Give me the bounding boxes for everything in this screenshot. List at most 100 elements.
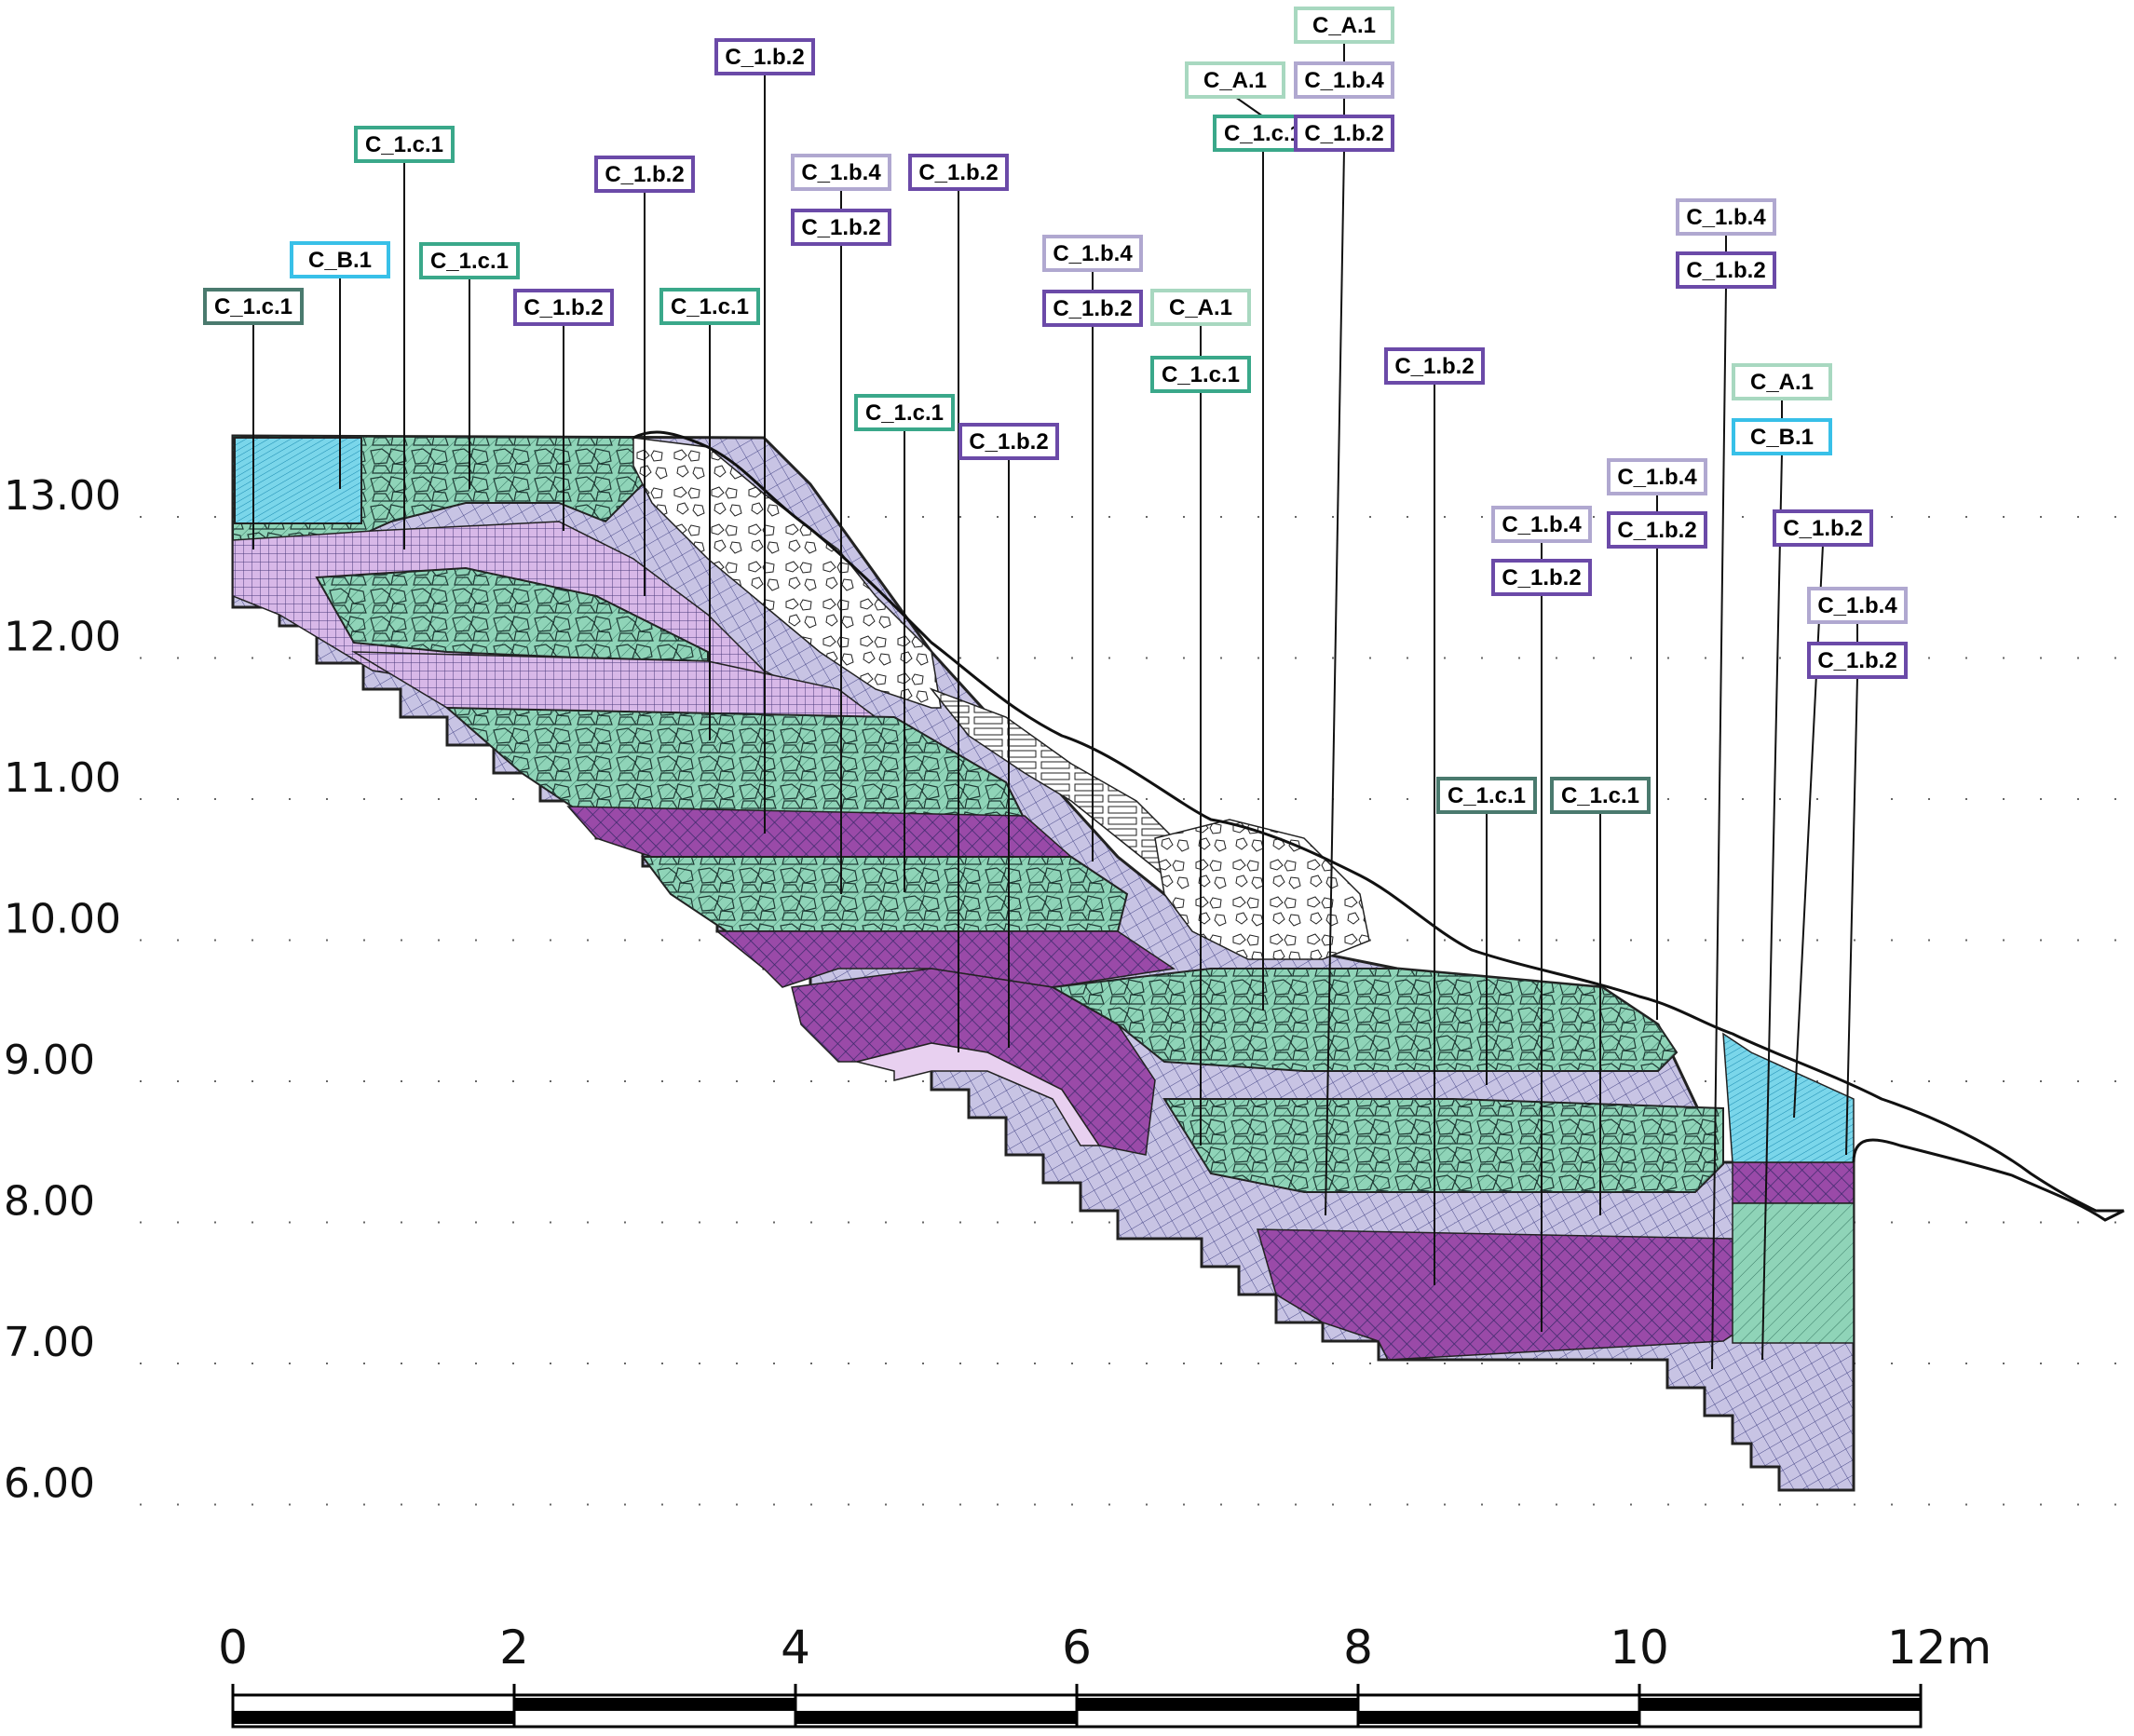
leader-lines <box>252 42 1858 1370</box>
scale-segment-bottom <box>233 1711 514 1724</box>
unit-tag: C_A.1 <box>1732 363 1832 400</box>
scale-label: 6 <box>1062 1621 1092 1675</box>
unit-tag: C_1.b.2 <box>1042 290 1143 327</box>
unit-tag: C_1.b.2 <box>958 423 1059 460</box>
unit-tag-box <box>1676 198 1776 236</box>
unit-tag-label: C_1.c.1 <box>430 249 509 274</box>
unit-tag-box <box>1150 356 1251 393</box>
unit-tag-label: C_1.c.1 <box>671 294 749 319</box>
unit-tag: C_1.b.2 <box>1676 251 1776 289</box>
unit-tag: C_1.b.2 <box>594 156 695 193</box>
unit-tag-label: C_1.b.4 <box>1617 465 1697 490</box>
scale-segment-bottom <box>795 1711 1077 1724</box>
unit-tag-label: C_1.b.4 <box>1817 593 1897 618</box>
unit-tag-label: C_A.1 <box>1203 68 1267 93</box>
unit-tag-label: C_1.b.2 <box>1502 565 1581 590</box>
unit-tag-label: C_1.b.2 <box>801 215 880 240</box>
ground-surface-line <box>632 430 2125 1222</box>
unit-tag-box <box>1607 511 1707 549</box>
unit-tag: C_1.b.2 <box>908 154 1009 191</box>
unit-tag: C_1.c.1 <box>1436 777 1537 814</box>
tag-leader-line <box>1845 676 1858 1156</box>
unit-tag-label: C_1.b.2 <box>1617 518 1696 543</box>
layer-green-4-cobble <box>643 857 1127 931</box>
unit-tag-label: C_1.b.2 <box>1304 121 1383 146</box>
unit-tag-box <box>1807 642 1908 679</box>
layer-green-right <box>1732 1202 1855 1344</box>
scale-segment-bottom <box>1358 1711 1639 1724</box>
unit-tag-box <box>203 288 304 325</box>
tag-leader-line <box>1711 286 1727 1370</box>
unit-tag-box <box>1294 7 1394 44</box>
unit-tag-label: C_1.b.4 <box>1686 205 1766 230</box>
scale-label: 4 <box>781 1621 810 1675</box>
elevation-label: 11.00 <box>4 754 121 802</box>
elevation-label: 9.00 <box>4 1037 95 1084</box>
unit-tag-box <box>714 38 815 75</box>
unit-tag-box <box>1491 559 1592 596</box>
unit-tag-box <box>1732 418 1832 455</box>
unit-tag-label: C_1.b.4 <box>801 160 881 185</box>
unit-tag-label: C_1.b.2 <box>605 162 684 187</box>
elevation-label: 12.00 <box>4 614 121 661</box>
unit-tag-label: C_1.c.1 <box>865 400 944 426</box>
layer-purple-light-arch <box>856 1042 1101 1146</box>
scale-label: 10 <box>1610 1621 1669 1675</box>
unit-tag-box <box>908 154 1009 191</box>
unit-tag-box <box>1773 509 1873 547</box>
unit-tag-box <box>513 289 614 326</box>
unit-tag: C_1.c.1 <box>354 126 455 163</box>
unit-tag: C_1.c.1 <box>1550 777 1651 814</box>
unit-tag-label: C_1.b.2 <box>918 160 998 185</box>
unit-tag: C_1.b.2 <box>1607 511 1707 549</box>
scale-label: 12m <box>1887 1621 1991 1675</box>
unit-tag: C_A.1 <box>1150 289 1251 326</box>
unit-tag: C_1.c.1 <box>203 288 304 325</box>
unit-tag-box <box>659 288 760 325</box>
unit-tag: C_1.b.4 <box>1042 235 1143 272</box>
unit-tag-label: C_B.1 <box>308 248 372 273</box>
scale-segment-top <box>1358 1698 1639 1711</box>
unit-tag-box <box>1294 115 1394 152</box>
unit-tag-box <box>1294 61 1394 99</box>
layer-green-5-cobble <box>1053 969 1677 1071</box>
tag-connector <box>1234 96 1264 117</box>
unit-tag-label: C_1.c.1 <box>1224 121 1302 146</box>
unit-tag: C_1.b.2 <box>1294 115 1394 152</box>
scale-segment-bottom <box>514 1711 795 1724</box>
unit-tag-box <box>1384 347 1485 385</box>
unit-tag-label: C_1.c.1 <box>214 294 292 319</box>
unit-tag: C_B.1 <box>1732 418 1832 455</box>
layer-purple-grid-2 <box>351 651 878 718</box>
unit-tag-box <box>791 154 891 191</box>
unit-tag: C_1.b.2 <box>791 209 891 246</box>
scale-segment-top <box>1639 1698 1921 1711</box>
unit-tag-box <box>1807 587 1908 624</box>
unit-tag-box <box>354 126 455 163</box>
scale-label: 2 <box>499 1621 529 1675</box>
unit-tag: C_A.1 <box>1294 7 1394 44</box>
scale-segment-bottom <box>1639 1711 1921 1724</box>
unit-tag: C_1.b.4 <box>1294 61 1394 99</box>
elevation-labels: 13.00 12.00 11.00 10.00 9.00 8.00 7.00 6.00 <box>4 472 121 1508</box>
unit-tag-label: C_1.b.2 <box>1686 258 1765 283</box>
unit-tag-label: C_1.b.4 <box>1053 241 1133 266</box>
unit-tag-box <box>854 394 955 431</box>
unit-tag-box <box>1732 363 1832 400</box>
unit-tag-label: C_1.b.2 <box>1394 354 1474 379</box>
scale-bar: 0 2 4 6 8 10 12m <box>218 1621 1991 1729</box>
unit-tag-label: C_1.b.2 <box>725 45 804 70</box>
unit-tag: C_1.b.2 <box>714 38 815 75</box>
unit-tag-box <box>958 423 1059 460</box>
unit-tag: C_1.b.2 <box>1807 642 1908 679</box>
unit-tag: C_1.c.1 <box>854 394 955 431</box>
unit-tag: C_1.b.2 <box>1773 509 1873 547</box>
unit-tag-box <box>290 241 390 278</box>
scale-segment-top <box>514 1698 795 1711</box>
tag-leader-line <box>1793 544 1824 1119</box>
unit-tag: C_1.b.4 <box>1491 506 1592 543</box>
elevation-label: 13.00 <box>4 472 121 520</box>
layer-green-6-cobble <box>1164 1099 1723 1192</box>
